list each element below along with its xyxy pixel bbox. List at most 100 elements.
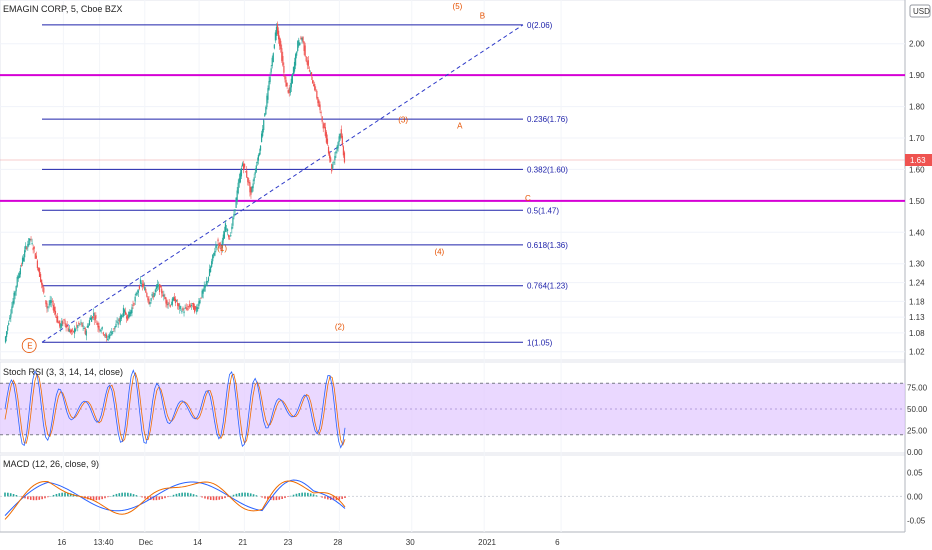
price-panel[interactable]: [0, 0, 906, 361]
candle-body: [181, 311, 183, 313]
candle-body: [269, 76, 271, 83]
macd-panel[interactable]: [0, 454, 906, 533]
candle-body: [158, 284, 161, 292]
macd-label: MACD (12, 26, close, 9): [3, 459, 99, 469]
candle-body: [123, 309, 126, 313]
candle-body: [313, 84, 315, 87]
macd-hist-bar: [304, 492, 306, 497]
candle-body: [25, 245, 27, 250]
candle-body: [17, 276, 19, 279]
candle-body: [47, 306, 49, 308]
macd-hist-bar: [7, 492, 9, 497]
macd-hist-bar: [341, 496, 343, 499]
candle-body: [271, 57, 273, 67]
candle-body: [20, 264, 23, 266]
macd-hist-bar: [61, 492, 63, 497]
macd-hist-bar: [155, 496, 158, 501]
candle-body: [85, 330, 87, 336]
macd-hist-bar: [315, 495, 318, 497]
candle-body: [281, 48, 283, 61]
candle-body: [190, 305, 193, 306]
y-tick-label: 1.13: [909, 313, 925, 322]
candle-body: [144, 287, 146, 291]
macd-hist-bar: [292, 494, 295, 497]
candle-body: [263, 120, 265, 131]
candle-body: [275, 26, 278, 36]
candle-body: [165, 297, 167, 304]
candle-body: [280, 40, 282, 50]
macd-hist-bar: [69, 493, 72, 497]
candle-body: [225, 228, 228, 230]
candle-body: [257, 155, 260, 161]
candle-body: [322, 123, 324, 129]
signal-line: [4, 480, 346, 520]
candle-body: [197, 307, 199, 310]
macd-hist-bar: [9, 493, 12, 497]
macd-hist-bar: [189, 493, 192, 497]
candle-body: [75, 329, 77, 332]
candle-body: [332, 164, 334, 169]
price-axis[interactable]: [905, 0, 932, 550]
stoch-tick-label: 75.00: [907, 384, 928, 393]
macd-hist-bar: [92, 496, 95, 501]
macd-hist-bar: [252, 494, 255, 497]
candle-body: [213, 252, 215, 256]
macd-hist-bar: [321, 496, 323, 498]
candle-body: [316, 90, 318, 99]
candle-body: [59, 320, 61, 327]
x-tick-label: 2021: [478, 538, 496, 547]
candle-body: [338, 136, 340, 143]
candle-body: [233, 213, 235, 217]
price-series: [4, 21, 346, 344]
macd-hist-bar: [241, 492, 243, 497]
x-tick-label: 14: [193, 538, 202, 547]
y-tick-label: 1.80: [909, 103, 925, 112]
candle-body: [89, 317, 92, 320]
candle-body: [266, 95, 268, 107]
currency-badge-box[interactable]: [909, 4, 931, 18]
candle-body: [38, 268, 41, 277]
candle-body: [320, 112, 322, 114]
candle-body: [265, 106, 267, 115]
candle-body: [10, 313, 12, 318]
candle-body: [305, 56, 307, 62]
candle-body: [287, 90, 289, 93]
candle-body: [174, 298, 177, 304]
macd-hist-bar: [275, 496, 278, 501]
candle-body: [15, 285, 17, 292]
candle-body: [68, 329, 70, 333]
macd-hist-bar: [89, 496, 92, 500]
macd-hist-bar: [204, 496, 206, 499]
x-tick-label: 6: [555, 538, 560, 547]
candle-body: [279, 37, 281, 47]
candle-body: [7, 326, 9, 331]
macd-lines: [0, 479, 905, 520]
candle-body: [148, 299, 150, 304]
candle-body: [240, 168, 243, 177]
candle-body: [160, 285, 162, 288]
candle-body: [334, 155, 336, 161]
candle-body: [214, 251, 216, 256]
candle-body: [250, 186, 252, 195]
candle-body: [104, 334, 107, 336]
candle-body: [84, 328, 86, 334]
macd-hist-bar: [184, 492, 186, 497]
fib-label: 1(1.05): [527, 338, 553, 347]
fib-label: 0.764(1.23): [527, 282, 568, 291]
candle-body: [294, 54, 297, 66]
candle-body: [62, 321, 64, 324]
macd-hist-bar: [261, 496, 263, 498]
candle-body: [112, 331, 114, 332]
candle-body: [4, 336, 7, 343]
candle-body: [28, 238, 30, 245]
macd-hist-bar: [255, 495, 258, 497]
candle-body: [127, 314, 129, 321]
candle-body: [216, 244, 218, 247]
macd-hist-bar: [158, 496, 161, 500]
macd-hist-bar: [95, 496, 98, 501]
macd-hist-bar: [278, 496, 281, 500]
candle-body: [137, 290, 139, 293]
candle-body: [270, 68, 272, 73]
candle-body: [301, 37, 303, 41]
